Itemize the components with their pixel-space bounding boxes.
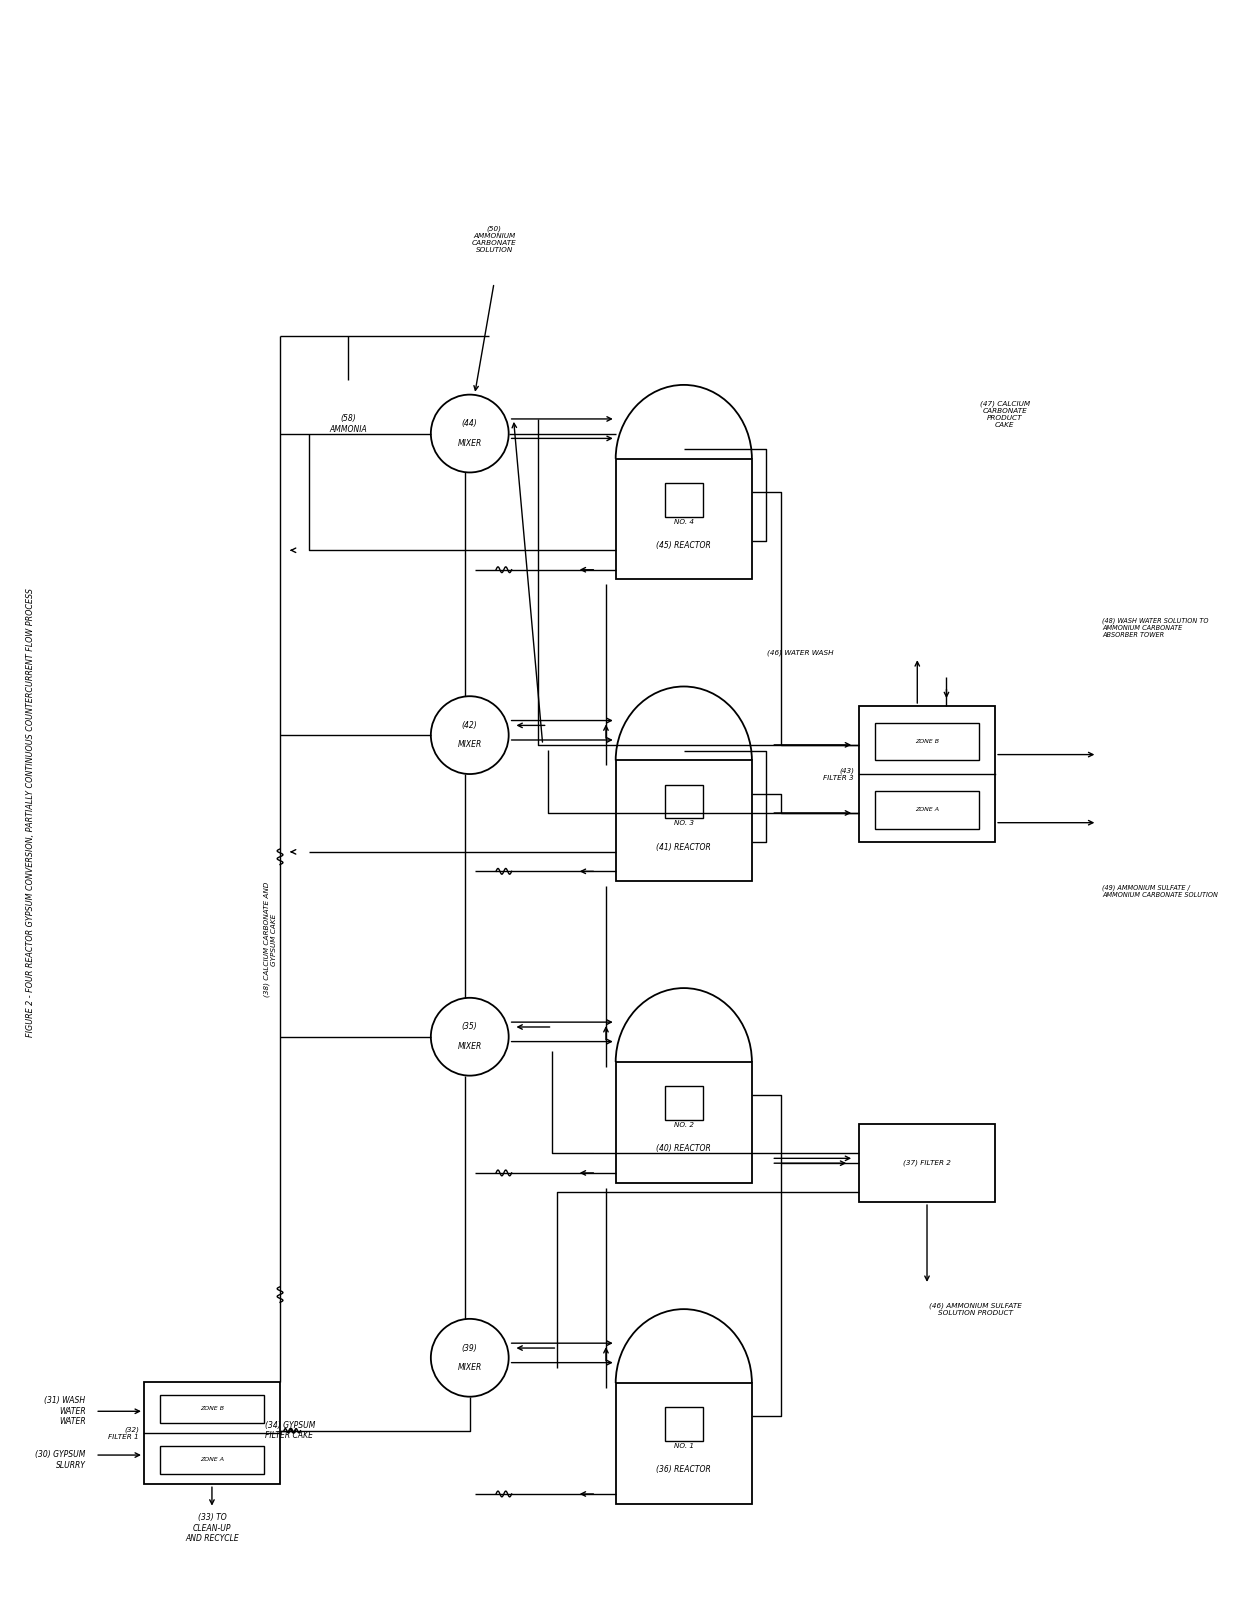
Text: (31) WASH
WATER
WATER: (31) WASH WATER WATER — [45, 1396, 86, 1427]
Text: (38) CALCIUM CARBONATE AND
GYPSUM CAKE: (38) CALCIUM CARBONATE AND GYPSUM CAKE — [264, 881, 277, 997]
Text: (30) GYPSUM
SLURRY: (30) GYPSUM SLURRY — [35, 1451, 86, 1469]
Bar — [665, 1086, 703, 1120]
Text: (41) REACTOR: (41) REACTOR — [656, 842, 712, 852]
Bar — [160, 1446, 264, 1474]
Text: (49) AMMONIUM SULFATE /
AMMONIUM CARBONATE SOLUTION: (49) AMMONIUM SULFATE / AMMONIUM CARBONA… — [1102, 885, 1218, 898]
Bar — [665, 784, 703, 818]
Text: (50)
AMMONIUM
CARBONATE
SOLUTION: (50) AMMONIUM CARBONATE SOLUTION — [471, 226, 516, 253]
Text: NO. 4: NO. 4 — [673, 519, 694, 524]
Bar — [616, 459, 751, 579]
Bar — [859, 1125, 996, 1203]
Bar — [616, 1383, 751, 1503]
Text: ZONE A: ZONE A — [200, 1457, 224, 1462]
Text: (37) FILTER 2: (37) FILTER 2 — [903, 1160, 951, 1167]
Text: (48) WASH WATER SOLUTION TO
AMMONIUM CARBONATE
ABSORBER TOWER: (48) WASH WATER SOLUTION TO AMMONIUM CAR… — [1102, 618, 1209, 638]
Text: (40) REACTOR: (40) REACTOR — [656, 1144, 712, 1154]
Text: (47) CALCIUM
CARBONATE
PRODUCT
CAKE: (47) CALCIUM CARBONATE PRODUCT CAKE — [980, 401, 1030, 428]
Text: (34) GYPSUM
FILTER CAKE: (34) GYPSUM FILTER CAKE — [265, 1422, 316, 1441]
Text: NO. 2: NO. 2 — [673, 1121, 694, 1128]
Text: ZONE B: ZONE B — [915, 738, 939, 745]
Bar — [160, 1394, 264, 1423]
Bar — [859, 706, 996, 842]
Text: MIXER: MIXER — [458, 1042, 482, 1052]
Bar — [665, 1407, 703, 1441]
Text: (46) AMMONIUM SULFATE
SOLUTION PRODUCT: (46) AMMONIUM SULFATE SOLUTION PRODUCT — [929, 1302, 1022, 1316]
Text: (39): (39) — [461, 1344, 477, 1352]
Text: (46) WATER WASH: (46) WATER WASH — [768, 649, 833, 656]
Text: (44): (44) — [461, 419, 477, 428]
Bar — [875, 722, 978, 761]
Text: (36) REACTOR: (36) REACTOR — [656, 1466, 712, 1474]
Text: (45) REACTOR: (45) REACTOR — [656, 540, 712, 550]
Text: (43)
FILTER 3: (43) FILTER 3 — [823, 768, 854, 781]
Bar — [616, 761, 751, 881]
Text: FIGURE 2 - FOUR REACTOR GYPSUM CONVERSION, PARTIALLY CONTINUOUS COUNTERCURRENT F: FIGURE 2 - FOUR REACTOR GYPSUM CONVERSIO… — [26, 589, 35, 1037]
Text: NO. 1: NO. 1 — [673, 1443, 694, 1449]
Text: (32)
FILTER 1: (32) FILTER 1 — [108, 1427, 139, 1440]
Text: (33) TO
CLEAN-UP
AND RECYCLE: (33) TO CLEAN-UP AND RECYCLE — [185, 1513, 239, 1543]
Text: MIXER: MIXER — [458, 740, 482, 750]
Text: MIXER: MIXER — [458, 1363, 482, 1371]
Text: MIXER: MIXER — [458, 438, 482, 448]
Text: ZONE A: ZONE A — [915, 807, 939, 812]
Text: (42): (42) — [461, 721, 477, 730]
Text: (58)
AMMONIA: (58) AMMONIA — [330, 414, 367, 433]
Text: NO. 3: NO. 3 — [673, 820, 694, 826]
Bar — [144, 1383, 280, 1485]
Text: (35): (35) — [461, 1022, 477, 1032]
Bar — [616, 1061, 751, 1183]
Bar — [875, 790, 978, 828]
Bar — [665, 484, 703, 516]
Text: ZONE B: ZONE B — [200, 1407, 224, 1412]
